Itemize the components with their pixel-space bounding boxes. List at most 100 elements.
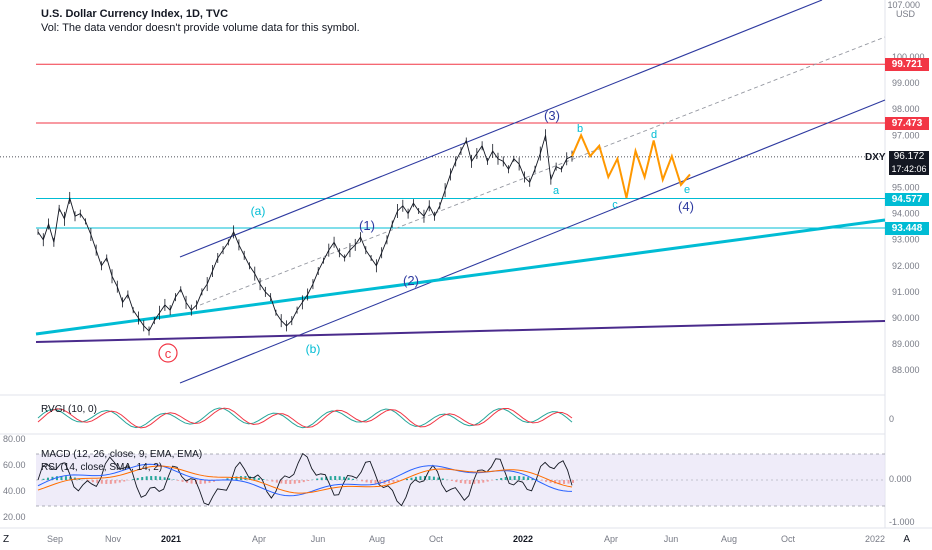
macd-hist-bar: [531, 478, 534, 480]
time-tick-label: Apr: [252, 534, 266, 544]
auto-scale-button[interactable]: A: [903, 534, 910, 545]
macd-hist-bar: [396, 480, 399, 482]
macd-hist-bar: [554, 480, 557, 484]
support-trendline-purple[interactable]: [35, 320, 886, 343]
macd-hist-bar: [208, 480, 211, 483]
macd-hist-bar: [190, 480, 193, 484]
macd-hist-bar: [428, 476, 431, 480]
macd-hist-bar: [46, 477, 49, 480]
macd-hist-bar: [284, 480, 287, 484]
channel-upper-line[interactable]: [179, 0, 823, 258]
zoom-button[interactable]: Z: [3, 534, 10, 545]
countdown-value: 17:42:06: [891, 164, 927, 174]
macd-hist-bar: [248, 476, 251, 480]
price-tick-label: 99.000: [892, 78, 920, 88]
price-tick-label: 91.000: [892, 287, 920, 297]
macd-hist-bar: [257, 478, 260, 480]
macd-hist-bar: [459, 480, 462, 484]
wave-c-circle: [158, 343, 178, 363]
macd-hist-bar: [199, 480, 202, 484]
macd-hist-bar: [374, 480, 377, 484]
macd-hist-bar: [334, 476, 337, 480]
rvgi-scale-zero: 0: [889, 414, 895, 424]
macd-hist-bar: [91, 480, 94, 483]
price-series-line: [37, 135, 573, 332]
macd-hist-bar: [504, 477, 507, 480]
macd-hist-bar: [549, 480, 552, 483]
macd-hist-bar: [307, 480, 310, 481]
macd-hist-bar: [325, 476, 328, 480]
macd-hist-bar: [509, 476, 512, 480]
macd-hist-bar: [536, 479, 539, 480]
wave-label-1: (1): [359, 218, 375, 233]
macd-hist-bar: [473, 480, 476, 484]
macd-hist-bar: [177, 480, 180, 481]
macd-hist-bar: [154, 476, 157, 480]
macd-hist-bar: [226, 478, 229, 480]
rvgi-label[interactable]: RVGI (10, 0): [41, 404, 97, 415]
price-tick-label: 90.000: [892, 313, 920, 323]
macd-hist-bar: [96, 480, 99, 484]
wave-label-d-small: d: [651, 129, 657, 141]
macd-hist-bar: [262, 479, 265, 480]
macd-hist-bar: [527, 477, 530, 480]
macd-hist-bar: [455, 480, 458, 483]
rsi-label[interactable]: RSI (14, close, SMA, 14, 2): [41, 462, 163, 473]
wave-label-a-small: a: [553, 185, 560, 197]
time-axis[interactable]: Sep Nov 2021 Apr Jun Aug Oct 2022 Apr Jun Aug Oct 20…: [47, 534, 885, 544]
price-scale-unit: USD: [895, 9, 915, 19]
macd-label[interactable]: MACD (12, 26, close, 9, EMA, EMA): [41, 449, 203, 460]
macd-hist-bar: [87, 480, 90, 482]
wave-label-a-paren: (a): [251, 204, 266, 218]
time-tick-label: 2022: [513, 534, 533, 544]
macd-hist-bar: [118, 480, 121, 483]
price-scale-top-label: 107.000: [887, 0, 920, 10]
macd-hist-bar: [114, 480, 117, 484]
support-trendline-cyan[interactable]: [35, 218, 886, 336]
rsi-scale-80: 80.00: [3, 434, 26, 444]
macd-hist-bar: [482, 480, 485, 483]
macd-hist-bar: [289, 480, 292, 484]
macd-hist-bar: [51, 476, 54, 480]
price-tick-label: 97.000: [892, 130, 920, 140]
macd-hist-bar: [163, 477, 166, 480]
macd-hist-bar: [168, 478, 171, 480]
macd-hist-bar: [132, 479, 135, 480]
macd-hist-bar: [145, 476, 148, 480]
macd-hist-bar: [500, 478, 503, 480]
macd-hist-bar: [437, 477, 440, 480]
price-tick-label: 93.000: [892, 235, 920, 245]
last-price-value: 96.172: [893, 151, 925, 162]
macd-hist-bar: [204, 480, 207, 484]
channel-mid-line[interactable]: [199, 36, 886, 306]
macd-hist-bar: [100, 480, 103, 484]
horizontal-levels: [36, 63, 885, 229]
rvgi-signal-line: [37, 407, 573, 429]
macd-hist-bar: [361, 480, 364, 482]
last-price-tag: 96.172 17:42:06: [889, 151, 929, 175]
rsi-scale-60: 60.00: [3, 460, 26, 470]
time-tick-label: Aug: [369, 534, 385, 544]
wave-labels: c (a) (b) (1) (2) (3) (4) a b c d e: [158, 108, 694, 363]
macd-hist-bar: [545, 480, 548, 482]
macd-hist-bar: [410, 477, 413, 480]
macd-hist-bar: [60, 476, 63, 480]
macd-hist-bar: [522, 476, 525, 480]
volume-note: Vol: The data vendor doesn't provide vol…: [41, 22, 360, 34]
macd-hist-bar: [567, 480, 570, 484]
rvgi-main-line: [37, 407, 573, 429]
macd-hist-bar: [302, 480, 305, 483]
macd-hist-bar: [495, 479, 498, 480]
macd-hist-bar: [450, 480, 453, 481]
macd-hist-bar: [352, 478, 355, 480]
macd-hist-bar: [280, 480, 283, 484]
price-scale[interactable]: 100.00099.00098.00097.00096.00095.00094.…: [892, 52, 925, 375]
price-tick-label: 88.000: [892, 365, 920, 375]
time-tick-label: Apr: [604, 534, 618, 544]
level-tag: 93.448: [885, 222, 929, 235]
macd-hist-bar: [468, 480, 471, 484]
macd-hist-bar: [365, 480, 368, 483]
projected-wave-path[interactable]: [571, 132, 691, 199]
macd-hist-bar: [105, 480, 108, 484]
